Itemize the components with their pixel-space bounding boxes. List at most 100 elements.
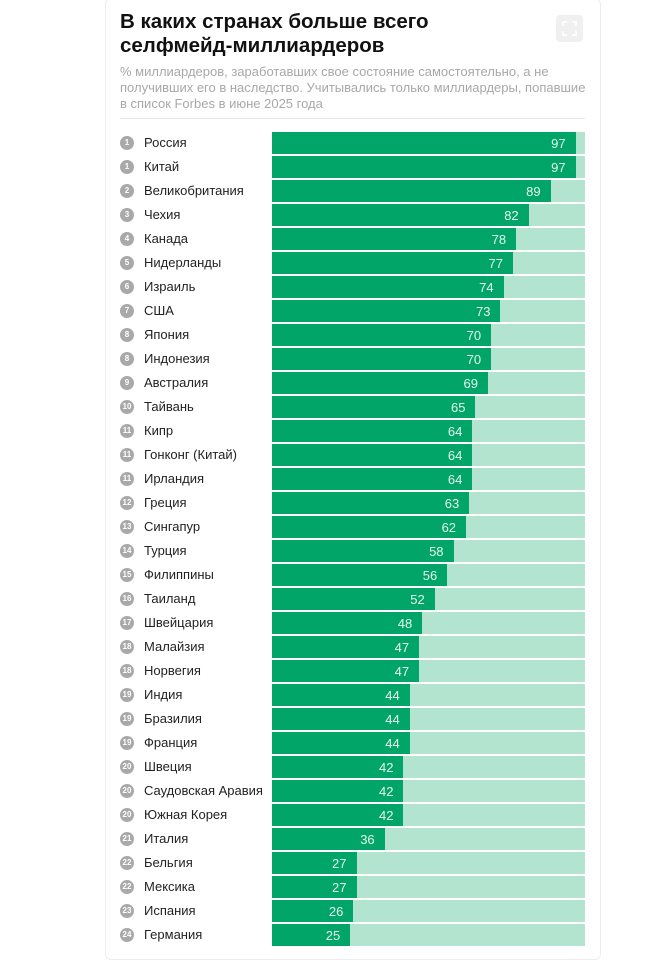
- bar-track: 97: [272, 156, 585, 178]
- bar: [272, 468, 473, 490]
- rank-badge: 12: [120, 496, 134, 510]
- bar-track: 69: [272, 372, 585, 394]
- bar: [272, 516, 467, 538]
- rank-badge: 1: [120, 136, 134, 150]
- country-label: Франция: [144, 735, 198, 750]
- value-label: 52: [410, 592, 425, 607]
- bar: [272, 300, 501, 322]
- country-label: Бельгия: [144, 855, 193, 870]
- bar-track: 73: [272, 300, 585, 322]
- bar: [272, 156, 576, 178]
- country-label: Бразилия: [144, 711, 202, 726]
- rank-badge: 16: [120, 592, 134, 606]
- bar-track: 42: [272, 780, 585, 802]
- rank-badge: 21: [120, 832, 134, 846]
- rank-badge: 18: [120, 664, 134, 678]
- bar: [272, 228, 517, 250]
- value-label: 64: [447, 448, 463, 463]
- bar: [272, 636, 420, 658]
- rank-badge: 23: [120, 904, 134, 918]
- country-label: Гонконг (Китай): [144, 447, 237, 462]
- bar: [272, 876, 357, 898]
- bar-row: 14 Турция 58: [120, 540, 585, 562]
- country-label: Чехия: [144, 207, 181, 222]
- bar-row: 8 Индонезия 70: [120, 348, 585, 370]
- value-label: 42: [378, 808, 394, 823]
- value-label: 77: [488, 256, 503, 271]
- value-label: 78: [491, 232, 507, 247]
- bar: [272, 372, 488, 394]
- chart-title: В каких странах больше всего селфмейд-ми…: [120, 10, 429, 57]
- value-label: 42: [378, 784, 394, 799]
- value-label: 65: [450, 400, 466, 415]
- bar-row: 21 Италия 36: [120, 828, 585, 850]
- country-label: Швейцария: [144, 615, 214, 630]
- value-label: 70: [466, 328, 482, 343]
- value-label: 69: [463, 376, 478, 391]
- value-label: 47: [394, 664, 410, 679]
- bar-track: 27: [272, 876, 585, 898]
- bar-track: 52: [272, 588, 585, 610]
- bar-row: 10 Тайвань 65: [120, 396, 585, 418]
- bar-track: 42: [272, 804, 585, 826]
- value-label: 63: [444, 496, 460, 511]
- bar-track: 47: [272, 636, 585, 658]
- rank-badge: 4: [120, 232, 134, 246]
- divider: [120, 118, 585, 119]
- rank-badge: 5: [120, 256, 134, 270]
- bar-row: 11 Кипр 64: [120, 420, 585, 442]
- bar: [272, 684, 410, 706]
- country-label: Индонезия: [144, 351, 210, 366]
- bar-row: 20 Саудовская Аравия 42: [120, 780, 585, 802]
- country-label: Тайвань: [144, 399, 194, 414]
- bar-track: 65: [272, 396, 585, 418]
- country-label: США: [144, 303, 174, 318]
- rank-badge: 15: [120, 568, 134, 582]
- bar-row: 1 Китай 97: [120, 156, 585, 178]
- rank-badge: 20: [120, 784, 134, 798]
- bar-row: 6 Израиль 74: [120, 276, 585, 298]
- bar-track: 82: [272, 204, 585, 226]
- bar: [272, 612, 423, 634]
- bar-track: 48: [272, 612, 585, 634]
- country-label: Филиппины: [144, 567, 214, 582]
- chart-subtitle: % миллиардеров, заработавших свое состоя…: [120, 64, 586, 111]
- bar: [272, 492, 470, 514]
- country-label: Нидерланды: [144, 255, 222, 270]
- value-label: 56: [422, 568, 438, 583]
- bar-row: 19 Индия 44: [120, 684, 585, 706]
- bar: [272, 132, 576, 154]
- rank-badge: 19: [120, 736, 134, 750]
- bar-track: 42: [272, 756, 585, 778]
- bar-row: 18 Норвегия 47: [120, 660, 585, 682]
- country-label: Таиланд: [144, 591, 196, 606]
- bar-row: 20 Швеция 42: [120, 756, 585, 778]
- country-label: Канада: [144, 231, 189, 246]
- country-label: Россия: [144, 135, 187, 150]
- value-label: 44: [385, 736, 400, 751]
- bar-track: 63: [272, 492, 585, 514]
- rank-badge: 8: [120, 328, 134, 342]
- bar-track: 74: [272, 276, 585, 298]
- expand-button[interactable]: [556, 15, 583, 42]
- country-label: Норвегия: [144, 663, 201, 678]
- rank-badge: 19: [120, 688, 134, 702]
- bar-track: 97: [272, 132, 585, 154]
- bar: [272, 204, 529, 226]
- bar: [272, 180, 551, 202]
- bar-row: 22 Бельгия 27: [120, 852, 585, 874]
- rank-badge: 11: [120, 424, 134, 438]
- value-label: 58: [429, 544, 444, 559]
- bar: [272, 348, 492, 370]
- bar-row: 19 Бразилия 44: [120, 708, 585, 730]
- rank-badge: 10: [120, 400, 134, 414]
- bar-track: 70: [272, 324, 585, 346]
- bar-track: 77: [272, 252, 585, 274]
- value-label: 97: [551, 136, 566, 151]
- rank-badge: 24: [120, 928, 134, 942]
- country-label: Италия: [144, 831, 189, 846]
- country-label: Саудовская Аравия: [144, 783, 263, 798]
- value-label: 27: [332, 880, 347, 895]
- rank-badge: 11: [120, 472, 134, 486]
- value-label: 64: [447, 424, 463, 439]
